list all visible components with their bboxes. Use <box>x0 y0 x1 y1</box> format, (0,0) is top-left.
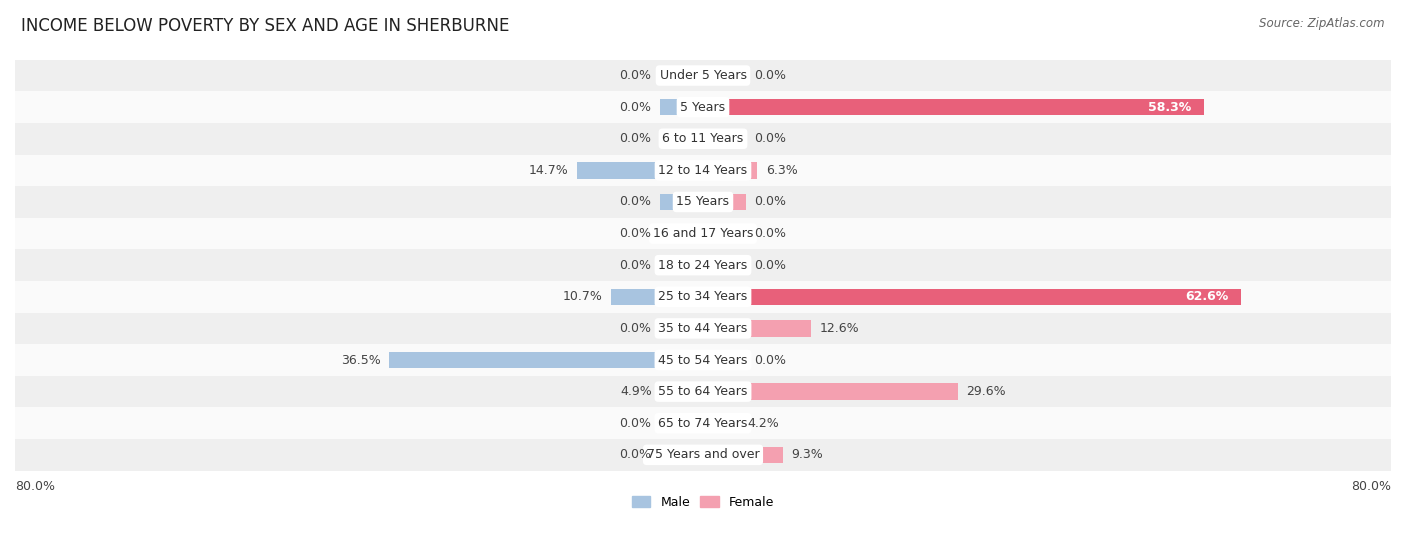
Bar <box>703 415 740 432</box>
Bar <box>15 344 1391 376</box>
Text: 4.9%: 4.9% <box>620 385 652 398</box>
Bar <box>659 130 703 147</box>
Bar <box>15 218 1391 249</box>
Text: 0.0%: 0.0% <box>755 69 786 82</box>
Bar <box>15 249 1391 281</box>
Text: 0.0%: 0.0% <box>755 353 786 367</box>
Bar <box>703 67 747 84</box>
Text: 10.7%: 10.7% <box>562 290 602 304</box>
Text: 9.3%: 9.3% <box>792 448 824 461</box>
Text: 0.0%: 0.0% <box>620 259 651 272</box>
Bar <box>703 130 747 147</box>
Text: 0.0%: 0.0% <box>620 227 651 240</box>
Text: 6 to 11 Years: 6 to 11 Years <box>662 132 744 145</box>
Text: 25 to 34 Years: 25 to 34 Years <box>658 290 748 304</box>
Text: 0.0%: 0.0% <box>620 322 651 335</box>
Bar <box>15 281 1391 312</box>
Bar <box>659 447 703 463</box>
Bar <box>15 439 1391 471</box>
Bar <box>703 99 1205 115</box>
Bar <box>389 352 703 368</box>
Text: 0.0%: 0.0% <box>755 196 786 209</box>
Text: INCOME BELOW POVERTY BY SEX AND AGE IN SHERBURNE: INCOME BELOW POVERTY BY SEX AND AGE IN S… <box>21 17 509 35</box>
Text: 58.3%: 58.3% <box>1149 101 1191 113</box>
Bar <box>659 257 703 273</box>
Bar <box>15 312 1391 344</box>
Bar <box>15 60 1391 91</box>
Bar <box>15 123 1391 154</box>
Text: 29.6%: 29.6% <box>966 385 1005 398</box>
Bar <box>15 408 1391 439</box>
Text: 0.0%: 0.0% <box>620 69 651 82</box>
Bar <box>703 162 758 178</box>
Bar <box>703 320 811 337</box>
Bar <box>15 376 1391 408</box>
Bar <box>659 67 703 84</box>
Bar <box>703 257 747 273</box>
Text: 4.2%: 4.2% <box>748 416 779 430</box>
Text: 0.0%: 0.0% <box>620 101 651 113</box>
Text: 62.6%: 62.6% <box>1185 290 1229 304</box>
Text: 65 to 74 Years: 65 to 74 Years <box>658 416 748 430</box>
Text: 14.7%: 14.7% <box>529 164 568 177</box>
Bar <box>15 186 1391 218</box>
Bar <box>661 383 703 400</box>
Text: 75 Years and over: 75 Years and over <box>647 448 759 461</box>
Text: 0.0%: 0.0% <box>620 132 651 145</box>
Bar <box>659 415 703 432</box>
Bar <box>659 320 703 337</box>
Text: 12 to 14 Years: 12 to 14 Years <box>658 164 748 177</box>
Text: 15 Years: 15 Years <box>676 196 730 209</box>
Text: 55 to 64 Years: 55 to 64 Years <box>658 385 748 398</box>
Text: 0.0%: 0.0% <box>620 196 651 209</box>
Bar <box>576 162 703 178</box>
Bar <box>15 91 1391 123</box>
Text: 18 to 24 Years: 18 to 24 Years <box>658 259 748 272</box>
Text: Under 5 Years: Under 5 Years <box>659 69 747 82</box>
Legend: Male, Female: Male, Female <box>627 491 779 514</box>
Text: 6.3%: 6.3% <box>766 164 797 177</box>
Text: 0.0%: 0.0% <box>755 132 786 145</box>
Text: Source: ZipAtlas.com: Source: ZipAtlas.com <box>1260 17 1385 30</box>
Text: 35 to 44 Years: 35 to 44 Years <box>658 322 748 335</box>
Text: 0.0%: 0.0% <box>755 259 786 272</box>
Bar <box>703 194 747 210</box>
Text: 80.0%: 80.0% <box>15 480 55 493</box>
Bar <box>703 288 1241 305</box>
Text: 80.0%: 80.0% <box>1351 480 1391 493</box>
Text: 12.6%: 12.6% <box>820 322 859 335</box>
Bar <box>659 225 703 242</box>
Bar <box>659 194 703 210</box>
Text: 0.0%: 0.0% <box>620 416 651 430</box>
Bar <box>703 447 783 463</box>
Bar <box>612 288 703 305</box>
Bar <box>703 383 957 400</box>
Bar <box>15 154 1391 186</box>
Text: 5 Years: 5 Years <box>681 101 725 113</box>
Text: 45 to 54 Years: 45 to 54 Years <box>658 353 748 367</box>
Text: 0.0%: 0.0% <box>620 448 651 461</box>
Text: 0.0%: 0.0% <box>755 227 786 240</box>
Bar <box>703 352 747 368</box>
Text: 36.5%: 36.5% <box>340 353 381 367</box>
Bar <box>659 99 703 115</box>
Text: 16 and 17 Years: 16 and 17 Years <box>652 227 754 240</box>
Bar <box>703 225 747 242</box>
